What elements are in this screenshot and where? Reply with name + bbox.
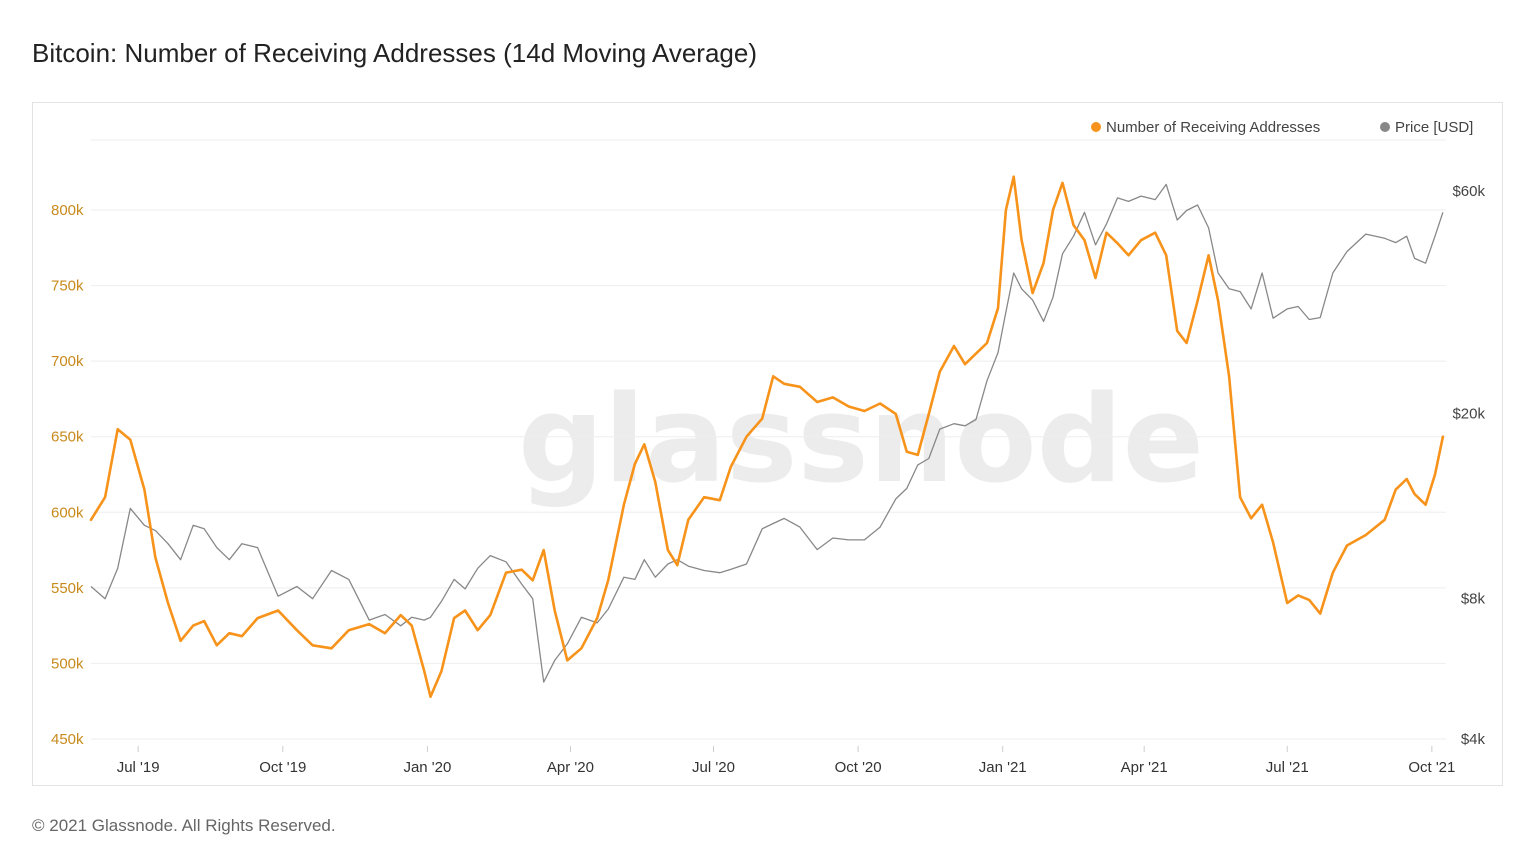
- y-axis-left: 450k 500k 550k 600k 650k 700k 750k 800k: [51, 202, 84, 748]
- y-left-tick-label: 650k: [51, 429, 84, 446]
- y-left-tick-label: 550k: [51, 580, 84, 597]
- y-right-tick-label: $4k: [1461, 731, 1486, 748]
- x-tick-label: Oct '21: [1408, 759, 1455, 776]
- price-line: [90, 183, 1444, 683]
- x-tick-label: Oct '19: [259, 759, 306, 776]
- y-right-tick-label: $8k: [1461, 591, 1486, 608]
- watermark: glassnode: [518, 371, 1204, 510]
- receiving-addresses-line: [89, 175, 1445, 698]
- legend-item-price[interactable]: Price [USD]: [1395, 119, 1473, 136]
- x-tick-label: Jan '21: [979, 759, 1027, 776]
- copyright-footer: © 2021 Glassnode. All Rights Reserved.: [32, 816, 336, 835]
- y-right-tick-label: $20k: [1452, 405, 1485, 422]
- series-lines: [89, 175, 1445, 698]
- y-right-tick-label: $60k: [1452, 183, 1485, 200]
- y-left-tick-label: 600k: [51, 504, 84, 521]
- x-tick-label: Jul '19: [117, 759, 160, 776]
- chart-svg: glassnode Jul '19 Oct '19 Jan '20 Apr '20 Ju…: [51, 119, 1485, 776]
- y-left-tick-label: 450k: [51, 731, 84, 748]
- legend-item-addresses[interactable]: Number of Receiving Addresses: [1106, 119, 1320, 136]
- chart-container: glassnode Jul '19 Oct '19 Jan '20 Apr '20 Ju…: [32, 102, 1503, 786]
- y-left-tick-label: 500k: [51, 655, 84, 672]
- y-left-tick-label: 700k: [51, 353, 84, 370]
- x-tick-label: Apr '20: [547, 759, 594, 776]
- x-tick-label: Jul '21: [1266, 759, 1309, 776]
- y-left-tick-label: 750k: [51, 278, 84, 295]
- legend-dot-addresses: [1091, 122, 1101, 132]
- x-tick-label: Apr '21: [1121, 759, 1168, 776]
- x-tick-label: Oct '20: [835, 759, 882, 776]
- y-left-tick-label: 800k: [51, 202, 84, 219]
- x-tick-label: Jul '20: [692, 759, 735, 776]
- page-title: Bitcoin: Number of Receiving Addresses (…: [32, 38, 758, 68]
- x-axis: Jul '19 Oct '19 Jan '20 Apr '20 Jul '20 Oct '…: [117, 746, 1455, 776]
- grid-lines: [91, 139, 1446, 740]
- legend: Number of Receiving Addresses Price [USD…: [1091, 119, 1473, 136]
- legend-dot-price: [1380, 122, 1390, 132]
- y-axis-right: $4k $8k $20k $60k: [1452, 183, 1485, 748]
- x-tick-label: Jan '20: [403, 759, 451, 776]
